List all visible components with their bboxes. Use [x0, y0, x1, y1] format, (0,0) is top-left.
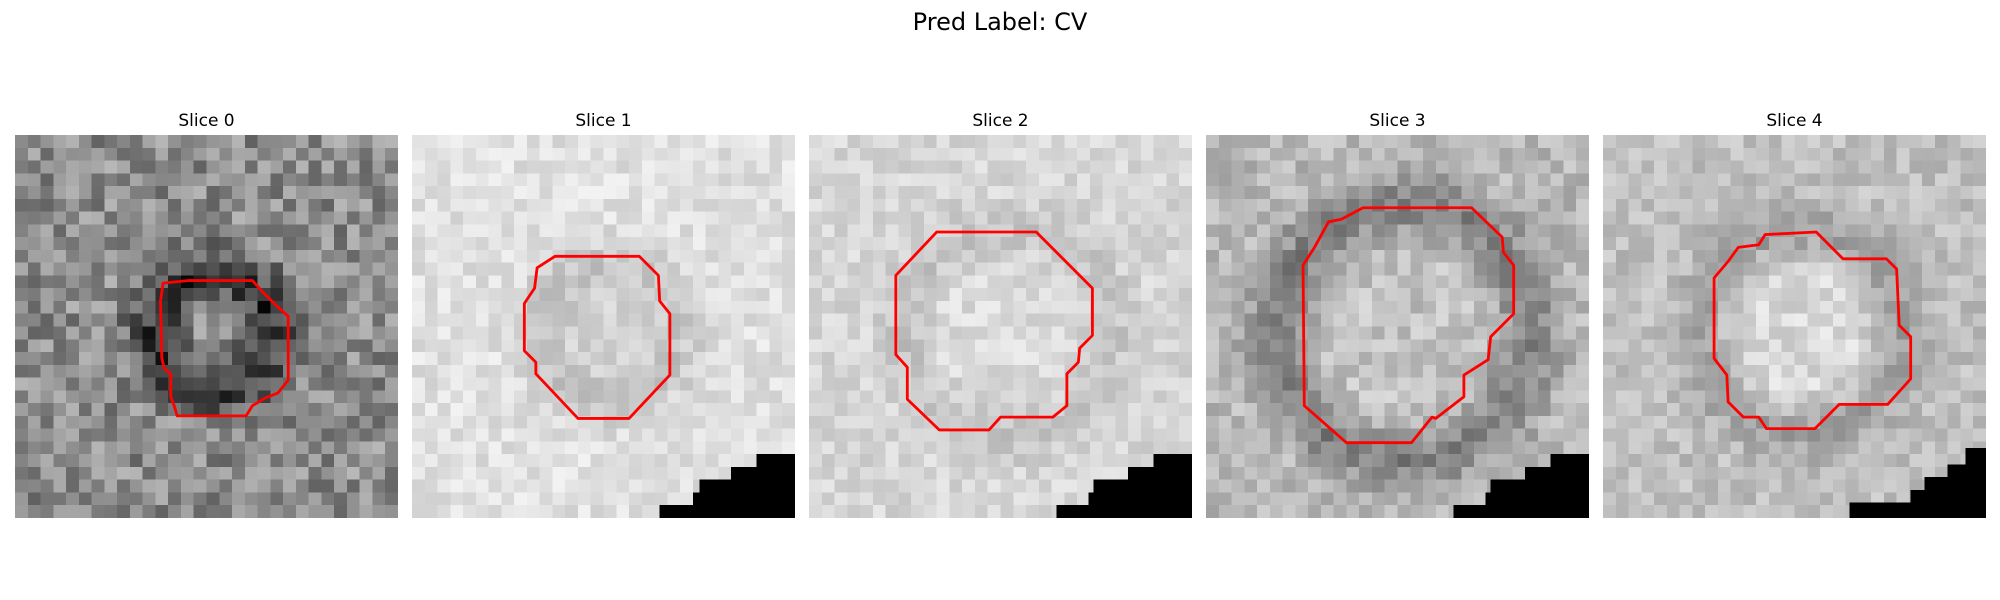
contour-overlay-1 [522, 254, 672, 420]
slice-panel-1: Slice 1 [412, 110, 795, 518]
slice-title-4: Slice 4 [1766, 111, 1823, 131]
contour-overlay-0 [159, 279, 290, 418]
slice-pixels-1 [412, 135, 795, 518]
slice-pixels-3 [1206, 135, 1589, 518]
slice-pixels-4 [1603, 135, 1986, 518]
slice-title-3: Slice 3 [1369, 111, 1426, 131]
mask-region-4 [1849, 447, 1986, 518]
slice-pixels-0 [15, 135, 398, 518]
slice-title-0: Slice 0 [178, 111, 235, 131]
slice-pixels-2 [809, 135, 1192, 518]
mask-region-1 [659, 454, 795, 518]
slice-title-2: Slice 2 [972, 111, 1029, 131]
slice-panel-3: Slice 3 [1206, 110, 1589, 518]
slice-image-4 [1603, 135, 1986, 518]
contour-overlay-4 [1712, 230, 1913, 431]
slice-title-1: Slice 1 [575, 111, 632, 131]
slice-panel-4: Slice 4 [1603, 110, 1986, 518]
mask-region-2 [1056, 454, 1192, 518]
slice-image-3 [1206, 135, 1589, 518]
figure-title: Pred Label: CV [912, 8, 1088, 36]
slice-image-0 [15, 135, 398, 518]
contour-overlay-2 [894, 230, 1094, 432]
slice-panel-2: Slice 2 [809, 110, 1192, 518]
slice-panel-0: Slice 0 [15, 110, 398, 518]
contour-overlay-3 [1301, 206, 1516, 445]
slice-image-1 [412, 135, 795, 518]
mask-region-3 [1453, 454, 1589, 518]
slice-image-2 [809, 135, 1192, 518]
